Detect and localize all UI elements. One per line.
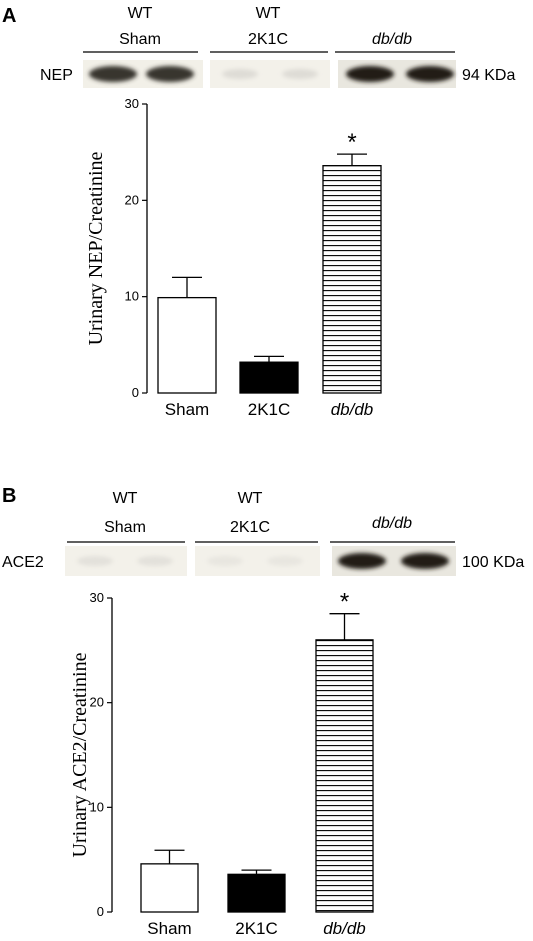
chart-b-bar-2 <box>227 873 286 913</box>
blot-a-group-1-line1: WT <box>128 5 153 22</box>
chart-a-xtick-label-1: Sham <box>165 400 209 419</box>
blot-a-group-2-line2: 2K1C <box>248 31 288 48</box>
blot-a-band-2-2 <box>282 69 318 79</box>
chart-a-ytick-label: 30 <box>125 96 139 111</box>
chart-b-ytick-label: 20 <box>90 695 104 710</box>
blot-b-bands <box>77 553 449 569</box>
blot-a-bands <box>89 66 454 82</box>
chart-a-ytick-label: 10 <box>125 289 139 304</box>
chart-a: Urinary NEP/Creatinine 0 10 20 30 Sham 2K1C * d… <box>85 96 382 419</box>
blot-b-group-2-line2: 2K1C <box>230 519 270 536</box>
blot-b-band-3-1 <box>338 553 386 569</box>
blot-b-band-1-1 <box>77 556 113 566</box>
blot-a-band-3-1 <box>346 66 394 82</box>
blot-b-group-2-line1: WT <box>238 490 263 507</box>
blot-b-group-1-line1: WT <box>113 490 138 507</box>
chart-a-bar-1 <box>157 296 217 394</box>
blot-a-group-2-line1: WT <box>256 5 281 22</box>
chart-a-ytick-label: 20 <box>125 192 139 207</box>
chart-b-bar-1 <box>140 863 199 913</box>
blot-b-band-2-1 <box>207 556 243 566</box>
chart-b-ytick-label: 30 <box>90 590 104 605</box>
panel-b-letter: B <box>2 485 16 507</box>
chart-b-xtick-label-3: db/db <box>323 919 366 938</box>
chart-b-bar-3 <box>315 639 374 913</box>
blot-b-band-2-2 <box>267 556 303 566</box>
chart-a-xtick-label-2: 2K1C <box>248 400 291 419</box>
blot-a-band-1-1 <box>89 66 137 82</box>
blot-b-protein-label: ACE2 <box>2 554 44 571</box>
chart-b-ytick-label: 0 <box>97 904 104 919</box>
panel-b: B WT Sham WT 2K1C db/db ACE2 100 KDa Uri… <box>2 485 524 938</box>
blot-b-band-1-2 <box>137 556 173 566</box>
chart-a-bar-3 <box>322 165 382 394</box>
panel-a: A WT Sham WT 2K1C db/db NEP 94 KDa Urina… <box>2 5 515 419</box>
blot-a-group-3-line2: db/db <box>372 31 412 48</box>
chart-a-significance-3: * <box>347 129 356 156</box>
chart-b-significance-3: * <box>340 589 349 616</box>
blot-a-protein-label: NEP <box>40 67 73 84</box>
blot-a-group-1-line2: Sham <box>119 31 161 48</box>
blot-a-size-label: 94 KDa <box>462 67 515 84</box>
chart-b-xtick-label-2: 2K1C <box>235 919 278 938</box>
blot-b-group-3-line2: db/db <box>372 515 412 532</box>
chart-b-ytick-label: 10 <box>90 799 104 814</box>
chart-a-xtick-label-3: db/db <box>331 400 374 419</box>
chart-a-ylabel: Urinary NEP/Creatinine <box>85 151 107 345</box>
chart-a-bar-2 <box>239 361 299 394</box>
chart-b: Urinary ACE2/Creatinine 0 10 20 30 Sham 2K1C *… <box>69 589 374 938</box>
blot-b-size-label: 100 KDa <box>462 554 524 571</box>
panel-a-letter: A <box>2 5 16 27</box>
blot-b-group-1-line2: Sham <box>104 519 146 536</box>
chart-b-xtick-label-1: Sham <box>147 919 191 938</box>
blot-a-band-2-1 <box>222 69 258 79</box>
blot-b-band-3-2 <box>401 553 449 569</box>
blot-a-band-3-2 <box>406 66 454 82</box>
blot-a-band-1-2 <box>146 66 194 82</box>
chart-b-ylabel: Urinary ACE2/Creatinine <box>69 652 91 857</box>
chart-a-ytick-label: 0 <box>132 385 139 400</box>
